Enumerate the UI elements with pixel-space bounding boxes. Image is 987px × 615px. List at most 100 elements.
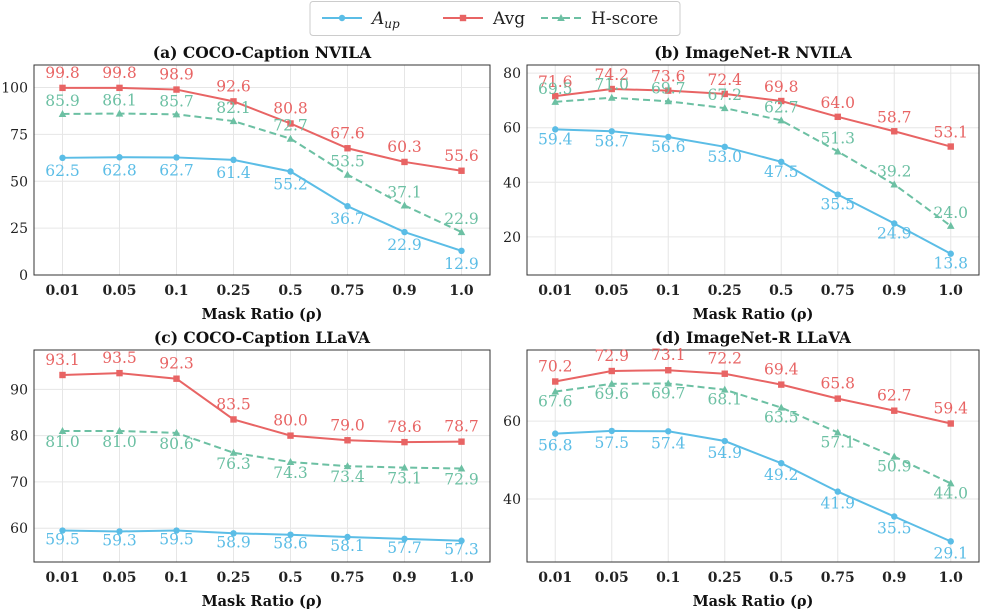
data-label: 74.2 [594,66,629,84]
data-label: 58.6 [273,535,308,553]
data-label: 99.8 [102,64,137,82]
data-label: 59.3 [102,531,137,549]
data-label: 65.8 [820,375,855,393]
data-label: 56.8 [538,437,573,455]
data-label: 62.7 [877,387,912,405]
x-tick-label: 0.75 [821,570,855,586]
data-point [891,407,898,414]
y-tick-label: 60 [10,521,28,537]
x-tick-label: 1.0 [939,570,964,586]
data-label: 24.0 [933,204,968,222]
x-tick-label: 0.5 [278,570,302,586]
data-label: 54.9 [707,444,742,462]
data-label: 57.3 [444,541,479,559]
data-label: 12.9 [444,255,479,273]
data-label: 71.6 [538,73,573,91]
plot-frame [526,349,980,563]
y-tick-label: 90 [10,382,28,398]
data-point [552,92,559,100]
data-point [721,370,728,377]
data-point [287,168,294,175]
x-tick-label: 1.0 [449,570,474,586]
x-tick-label: 0.01 [538,283,572,299]
data-point [173,154,180,161]
x-tick-label: 0.01 [45,283,79,299]
chart-panel-3: (c) COCO-Caption LLaVA 0.01 0.05 0.1 0.25 0.5… [10,328,491,610]
data-label: 80.6 [159,435,194,453]
data-point [58,427,67,435]
y-tick-label: 60 [503,121,521,137]
data-label: 60.3 [387,138,422,156]
data-label: 72.9 [594,347,629,365]
series-avg: 99.8 99.8 98.9 92.6 80.8 67.6 60.3 55.6 [45,64,479,174]
data-label: 70.2 [538,358,573,376]
data-label: 83.5 [216,395,251,413]
data-point [116,84,123,92]
data-point [230,416,237,423]
x-tick-label: 0.75 [330,570,364,586]
series-line [62,156,462,252]
data-point [607,93,616,101]
data-point [665,367,672,374]
plot-frame [33,64,491,276]
data-label: 73.6 [651,68,686,86]
data-point [401,535,408,543]
data-point [400,463,409,471]
data-point [834,488,841,495]
y-tick-label: 40 [503,175,521,191]
data-point [664,97,673,105]
data-label: 58.7 [594,132,629,150]
data-point [551,97,560,105]
x-tick-label: 0.9 [882,283,906,299]
data-point [720,104,729,112]
data-label: 53.5 [330,153,365,171]
data-point [833,147,842,155]
data-point [720,385,729,393]
data-point [721,143,728,151]
data-label: 57.4 [651,434,686,452]
legend-label: Avg [492,9,525,29]
data-label: 61.4 [216,164,251,182]
data-point [947,250,954,257]
data-point [59,527,66,534]
data-point [287,432,294,439]
data-point [834,113,841,121]
y-tick-label: 80 [503,66,521,82]
x-tick-label: 0.01 [45,570,79,586]
data-label: 69.6 [594,385,629,403]
data-point [665,428,672,435]
data-point [172,428,181,436]
legend-item-1: Aup [322,9,400,31]
data-point [458,438,465,445]
data-point [344,437,351,444]
data-point [458,247,465,255]
data-point [230,156,237,164]
data-point [173,527,180,534]
x-tick-label: 0.9 [392,283,416,299]
x-tick-label: 0.1 [656,283,680,299]
data-label: 80.8 [273,100,308,118]
y-tick-label: 50 [10,174,28,190]
data-point [946,221,955,229]
data-label: 59.5 [45,531,80,549]
data-point [664,379,673,387]
data-point [833,428,842,436]
data-point [890,452,899,460]
x-tick-label: 0.01 [538,570,572,586]
x-tick-label: 0.1 [164,283,188,299]
data-point [778,97,785,105]
data-point [608,85,615,93]
data-label: 47.5 [764,163,799,181]
series-line [555,382,952,485]
data-point [458,537,465,544]
x-tick-label: 0.05 [595,283,629,299]
series-h-score: 69.5 71.0 69.7 67.2 62.7 51.3 39.2 24.0 [538,76,968,229]
chart-title: (a) COCO-Caption NVILA [153,43,372,62]
data-label: 53.1 [933,124,968,142]
data-label: 22.9 [444,210,479,228]
data-label: 36.7 [330,210,365,228]
data-point [286,458,295,466]
data-point [665,87,672,94]
data-label: 69.7 [651,384,686,402]
